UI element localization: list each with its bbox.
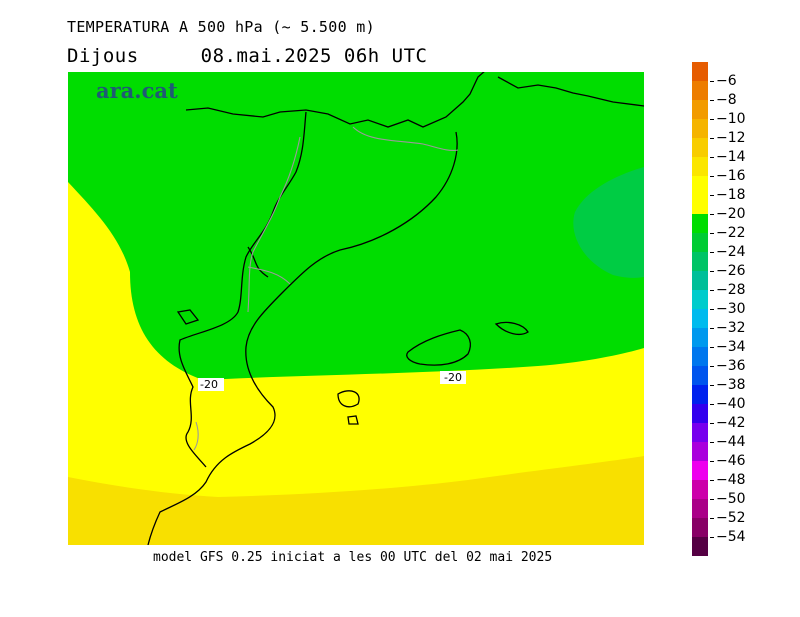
legend-swatch (692, 81, 708, 100)
legend-swatch (692, 62, 708, 81)
legend-swatch (692, 119, 708, 138)
color-legend (692, 62, 708, 556)
legend-swatch (692, 176, 708, 195)
legend-swatch (692, 157, 708, 176)
legend-label: −36 (710, 359, 746, 373)
legend-swatch (692, 385, 708, 404)
legend-swatch (692, 195, 708, 214)
legend-swatch (692, 290, 708, 309)
aracat-logo: ara.cat (96, 78, 178, 103)
legend-swatch (692, 518, 708, 537)
legend-label: −24 (710, 245, 746, 259)
legend-label: −20 (710, 207, 746, 221)
legend-label: −16 (710, 169, 746, 183)
legend-swatch (692, 480, 708, 499)
legend-swatch (692, 442, 708, 461)
legend-swatch (692, 233, 708, 252)
coastline (147, 72, 644, 545)
legend-label: −32 (710, 321, 746, 335)
legend-label: −38 (710, 378, 746, 392)
legend-label: −30 (710, 302, 746, 316)
legend-label: −50 (710, 492, 746, 506)
legend-label: −34 (710, 340, 746, 354)
region-borders (193, 126, 459, 451)
forecast-datetime: 08.mai.2025 06h UTC (200, 45, 428, 67)
legend-swatch (692, 252, 708, 271)
legend-label: −10 (710, 112, 746, 126)
legend-label: −46 (710, 454, 746, 468)
legend-label: −48 (710, 473, 746, 487)
legend-label: −40 (710, 397, 746, 411)
map-title: TEMPERATURA A 500 hPa (~ 5.500 m) (67, 18, 375, 36)
legend-swatch (692, 404, 708, 423)
legend-swatch (692, 366, 708, 385)
legend-label: −28 (710, 283, 746, 297)
svg-text:-20: -20 (200, 378, 218, 391)
forecast-day: Dijous (67, 45, 139, 67)
legend-label: −14 (710, 150, 746, 164)
legend-label: −52 (710, 511, 746, 525)
legend-label: −42 (710, 416, 746, 430)
legend-label: −54 (710, 530, 746, 544)
legend-label: −26 (710, 264, 746, 278)
band-minus-16-to-minus-18 (68, 456, 644, 545)
legend-swatch (692, 328, 708, 347)
map-subtitle: Dijous 08.mai.2025 06h UTC (67, 45, 427, 67)
legend-swatch (692, 423, 708, 442)
legend-label: −8 (710, 93, 737, 107)
legend-swatch (692, 100, 708, 119)
legend-swatch (692, 138, 708, 157)
temperature-map: -20 -20 (68, 72, 644, 545)
legend-label: −18 (710, 188, 746, 202)
contour-label-right: -20 (440, 371, 466, 384)
legend-label: −12 (710, 131, 746, 145)
legend-swatch (692, 537, 708, 556)
model-info: model GFS 0.25 iniciat a les 00 UTC del … (153, 550, 553, 565)
svg-text:-20: -20 (444, 371, 462, 384)
legend-swatch (692, 271, 708, 290)
legend-swatch (692, 347, 708, 366)
legend-label: −6 (710, 74, 737, 88)
band-minus-18-to-minus-20 (68, 182, 644, 545)
band-minus-24-to-minus-26 (573, 167, 644, 278)
legend-swatch (692, 499, 708, 518)
legend-swatch (692, 309, 708, 328)
legend-label: −44 (710, 435, 746, 449)
legend-swatch (692, 461, 708, 480)
contour-label-left: -20 (198, 378, 224, 391)
legend-label: −22 (710, 226, 746, 240)
legend-swatch (692, 214, 708, 233)
